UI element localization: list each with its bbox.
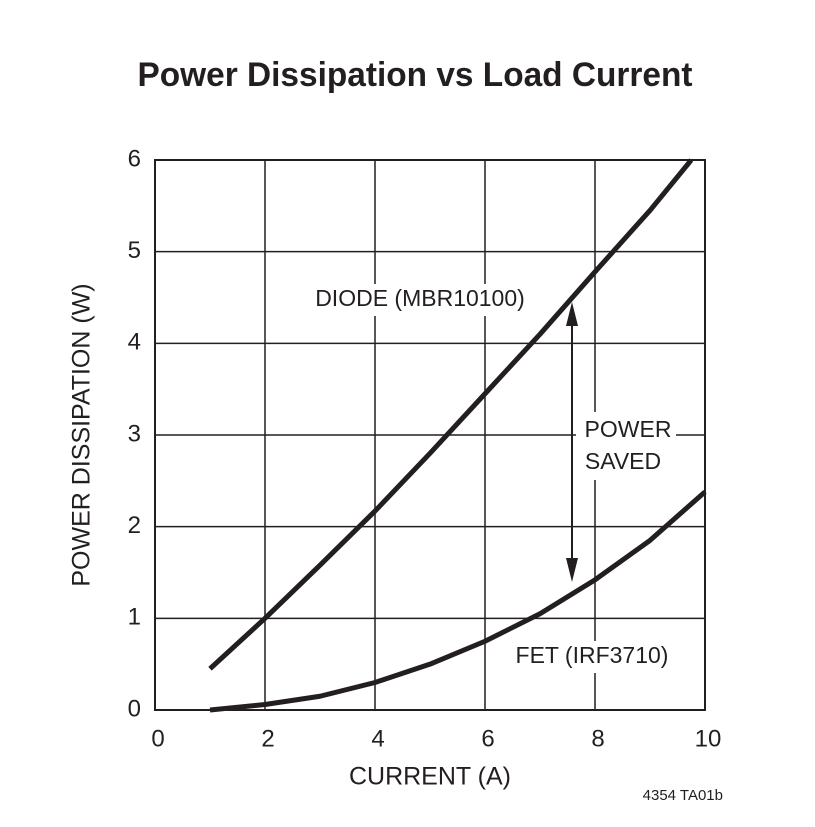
double-arrow bbox=[566, 302, 578, 582]
y-tick-label: 5 bbox=[128, 237, 141, 264]
plot-area: 0 1 2 3 4 5 6 0 2 4 6 8 10 DIODE (MBR10100) FET (IRF37… bbox=[128, 145, 722, 752]
annotation: POWER bbox=[585, 416, 672, 442]
x-tick-label: 10 bbox=[695, 725, 722, 752]
footnote: 4354 TA01b bbox=[643, 787, 723, 804]
label-background bbox=[511, 641, 673, 673]
data-line bbox=[208, 158, 694, 671]
x-tick-label: 6 bbox=[481, 725, 494, 752]
y-tick-label: 2 bbox=[128, 512, 141, 539]
y-tick-label: 6 bbox=[128, 145, 141, 172]
data-line bbox=[209, 489, 707, 713]
chart-title: Power Dissipation vs Load Current bbox=[138, 56, 693, 94]
plot-frame bbox=[154, 159, 706, 711]
x-tick-label: 0 bbox=[151, 725, 164, 752]
y-axis-label: POWER DISSIPATION (W) bbox=[68, 283, 96, 586]
x-tick-label: 2 bbox=[261, 725, 274, 752]
x-axis-label: CURRENT (A) bbox=[349, 763, 511, 791]
y-tick-label: 1 bbox=[128, 604, 141, 631]
label-background bbox=[311, 284, 529, 316]
label-background bbox=[576, 412, 676, 480]
y-tick-label: 3 bbox=[128, 420, 141, 447]
series-label: FET (IRF3710) bbox=[516, 642, 669, 668]
x-tick-label: 8 bbox=[591, 725, 604, 752]
y-tick-label: 4 bbox=[128, 329, 141, 356]
x-tick-label: 4 bbox=[371, 725, 384, 752]
series-label: DIODE (MBR10100) bbox=[315, 285, 525, 311]
annotation: SAVED bbox=[585, 448, 661, 474]
y-tick-label: 0 bbox=[128, 695, 141, 722]
